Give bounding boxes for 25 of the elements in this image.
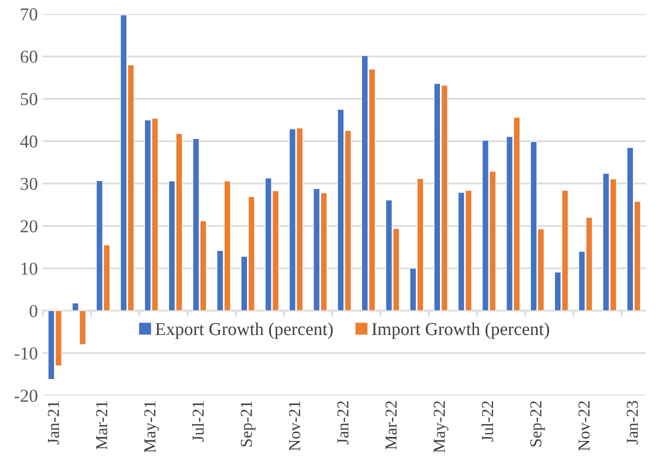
y-tick-label: 60: [20, 50, 38, 63]
x-tick-label: Jul-22: [481, 401, 494, 442]
x-tick-label: Jul-21: [192, 401, 204, 442]
x-tick-label: May-22: [434, 401, 448, 453]
x-tick-label: Jan-21: [48, 401, 60, 444]
y-tick-label: 10: [22, 262, 38, 275]
x-tick-label: Mar-21: [96, 401, 108, 450]
y-tick-label: 0: [30, 304, 38, 318]
x-tick-label: Jan-22: [337, 401, 348, 444]
x-tick-label: Nov-22: [578, 401, 590, 451]
y-tick-label: 40: [20, 135, 38, 148]
y-tick-label: -20: [14, 390, 38, 402]
y-tick-label: -10: [14, 347, 38, 360]
x-tick-label: Mar-22: [386, 401, 397, 450]
y-tick-label: 20: [20, 220, 38, 232]
y-tick-label: 70: [21, 8, 38, 20]
y-tick-label: 30: [20, 178, 38, 190]
y-tick-label: 50: [20, 93, 38, 106]
x-tick-label: Jan-23: [626, 400, 638, 444]
x-tick-label: Nov-21: [289, 401, 300, 451]
x-tick-label: Sep-22: [530, 401, 545, 446]
x-tick-label: Sep-21: [240, 401, 256, 446]
x-tick-label: May-21: [144, 401, 159, 453]
legend-label: Import Growth (percent): [372, 322, 550, 339]
legend-label: Export Growth (percent): [156, 322, 333, 339]
